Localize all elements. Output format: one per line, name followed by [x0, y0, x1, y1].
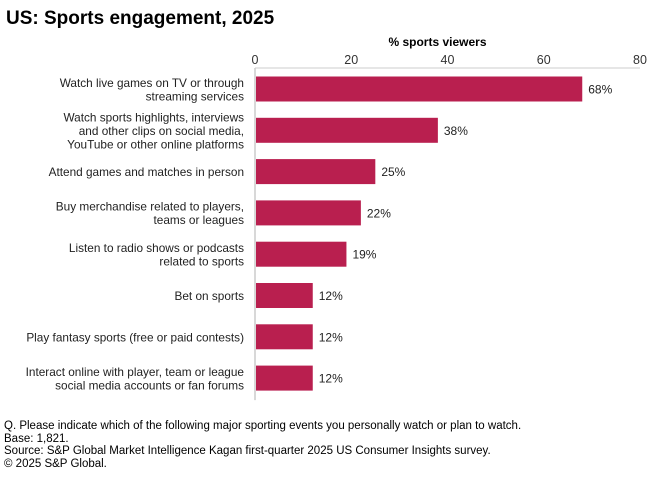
data-label: 25% — [381, 165, 405, 179]
category-label: related to sports — [159, 254, 244, 268]
bar — [256, 283, 313, 308]
chart-title: US: Sports engagement, 2025 — [6, 8, 275, 29]
bar — [256, 76, 583, 102]
data-label: 12% — [319, 330, 343, 344]
category-label: streaming services — [146, 89, 244, 103]
data-label: 68% — [588, 83, 612, 97]
footnote-base: Base: 1,821. — [4, 432, 69, 445]
bar — [256, 324, 313, 350]
category-label: Play fantasy sports (free or paid contes… — [26, 330, 244, 344]
x-axis-label: % sports viewers — [388, 35, 486, 49]
data-label: 12% — [319, 372, 343, 386]
category-label: Watch live games on TV or through — [60, 76, 244, 90]
x-tick-label: 80 — [633, 53, 647, 67]
bar — [256, 117, 438, 143]
footnotes: Q. Please indicate which of the followin… — [4, 420, 521, 470]
data-label: 38% — [444, 124, 468, 138]
category-label: Buy merchandise related to players, — [56, 200, 244, 214]
bar — [256, 200, 361, 226]
x-tick-label: 20 — [344, 53, 358, 67]
x-tick-label: 40 — [441, 53, 455, 67]
category-label: Interact online with player, team or lea… — [26, 365, 245, 379]
category-label: Bet on sports — [174, 289, 244, 303]
bar — [256, 365, 313, 391]
data-label: 22% — [367, 206, 391, 220]
footnote-copyright: © 2025 S&P Global. — [4, 457, 107, 470]
footnote-source: Source: S&P Global Market Intelligence K… — [4, 445, 491, 457]
bar-chart: % sports viewers 0 20 40 60 80 68% Watch live g… — [26, 35, 647, 401]
x-tick-label: 0 — [252, 53, 259, 67]
category-label: Watch sports highlights, interviews — [63, 110, 244, 124]
bar — [256, 241, 347, 267]
category-label: and other clips on social media, — [79, 124, 244, 138]
category-label: Listen to radio shows or podcasts — [69, 241, 244, 255]
footnote-question: Q. Please indicate which of the followin… — [4, 420, 522, 432]
category-label: Attend games and matches in person — [49, 165, 244, 179]
bar — [256, 159, 376, 185]
data-label: 12% — [319, 289, 343, 303]
category-label: social media accounts or fan forums — [55, 378, 244, 392]
x-tick-label: 60 — [537, 53, 551, 67]
category-label: YouTube or other online platforms — [67, 137, 244, 151]
data-label: 19% — [352, 248, 376, 262]
category-label: teams or leagues — [154, 213, 245, 227]
